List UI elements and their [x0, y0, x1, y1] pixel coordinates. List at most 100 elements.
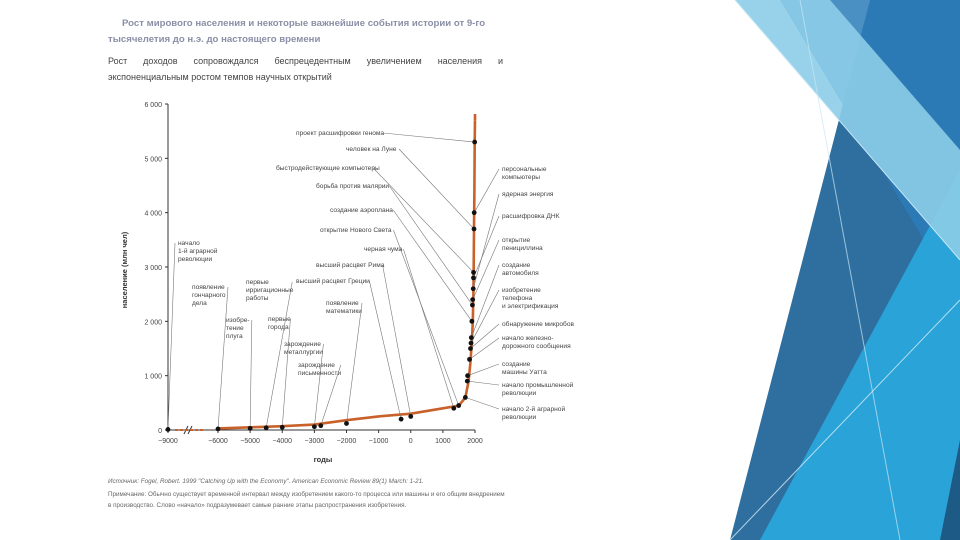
annotation-label: начало промышленной революции [502, 381, 574, 397]
annotation-leader [398, 148, 475, 230]
event-point [470, 286, 476, 292]
page-title: Рост мирового населения и некоторые важн… [108, 18, 486, 45]
event-point [462, 395, 468, 400]
annotation-label: появление гончарного дела [192, 284, 226, 307]
event-point [469, 318, 475, 324]
annotation-label: персональные компьютеры [502, 166, 547, 181]
deco-triangle-corner [940, 440, 960, 540]
y-tick-label: 4 000 [144, 211, 162, 218]
series-population [175, 114, 477, 431]
event-point [470, 297, 476, 302]
annotation-label: ядерная энергия [502, 191, 554, 198]
annotation-leader [249, 319, 253, 429]
annotation-label: проект расшифровки генома [296, 130, 384, 137]
x-tick-label: 0 [409, 438, 413, 445]
annotation-label: человек на Луне [346, 146, 397, 153]
annotation-leader [403, 248, 455, 409]
x-tick-label: −1000 [369, 438, 389, 445]
source-note: Источник: Fogel, Robert. 1999 "Catching … [108, 478, 424, 485]
annotation-leader [393, 229, 459, 406]
event-point [468, 346, 473, 351]
event-point [408, 414, 414, 419]
annotation-leader [389, 185, 473, 306]
y-tick-label: 0 [158, 428, 162, 435]
annotation-leader [217, 286, 229, 429]
x-tick-labels: −9000 −6000 −5000 −4000 −3000 −2000 −1000 0 1000… [158, 438, 483, 445]
annotation-label: открытие Нового Света [320, 227, 392, 234]
event-points [165, 139, 478, 432]
chart-axes [165, 103, 476, 435]
annotation-leader [281, 318, 291, 428]
x-axis-label: годы [314, 455, 333, 464]
y-tick-labels: 0 1 000 2 000 3 000 4 000 5 000 6 000 [144, 102, 162, 435]
event-point [344, 421, 349, 426]
remark-note: Примечание: Обычно существует временной … [108, 491, 505, 509]
annotation-leader [320, 364, 342, 426]
annotation-leader [467, 363, 500, 376]
event-point [263, 425, 269, 431]
annotation-label: создание машины Уатта [502, 361, 547, 376]
x-tick-label: −2000 [337, 438, 357, 445]
annotation-leader [470, 289, 500, 344]
annotation-label: обнаружение микробов [502, 320, 574, 328]
annotation-label: первые ирригационные работы [246, 279, 294, 302]
event-point [471, 270, 476, 275]
annotation-label: изобре-тение плуга [226, 316, 250, 340]
event-point [468, 340, 474, 346]
annotation-label: открытие пенициллина [502, 237, 543, 252]
event-point [215, 426, 221, 432]
annotation-label: начало 1-й аграрной революции [178, 240, 218, 263]
event-point [468, 335, 474, 341]
event-point [472, 139, 478, 145]
event-point [456, 403, 462, 408]
annotation-label: черная чума [364, 246, 403, 253]
event-point [165, 427, 171, 432]
y-tick-label: 6 000 [144, 102, 162, 109]
annotation-label: появление математики [326, 300, 362, 315]
event-point [465, 373, 470, 379]
annotation-leader [473, 215, 500, 278]
annotation-leader [470, 323, 500, 349]
annotation-leader-lines [167, 132, 500, 430]
annotation-label: первые города [268, 316, 291, 331]
annotation-label: высший расцвет Рима [316, 261, 385, 269]
annotation-label: начало железно-дорожного сообщения [502, 335, 571, 350]
x-tick-label: −4000 [272, 438, 292, 445]
event-point [471, 226, 477, 232]
annotation-leader [314, 343, 324, 427]
annotation-leader [465, 397, 500, 410]
x-tick-label: −5000 [240, 438, 260, 445]
annotation-leader [469, 337, 500, 360]
annotation-leader [369, 280, 402, 420]
annotation-labels: начало 1-й аграрной революции появление гонч… [178, 130, 574, 421]
annotation-leader [382, 264, 412, 417]
event-point [318, 423, 324, 429]
event-point [470, 302, 475, 308]
deco-line-3 [729, 299, 960, 540]
annotation-leader [265, 281, 293, 428]
annotation-label: изобретение телефона и электрификация [502, 286, 559, 310]
annotation-leader [167, 242, 176, 430]
event-point [464, 378, 470, 384]
annotation-label: создание автомобиля [502, 262, 539, 277]
deco-triangle-bottom [760, 170, 960, 540]
annotation-label: высший расцвет Греции [296, 277, 370, 285]
annotation-label: начало 2-й аграрной революции [502, 405, 565, 421]
annotation-leader [392, 209, 473, 322]
annotation-leader [382, 132, 475, 143]
annotation-label: борьба против малярии [316, 182, 389, 190]
annotation-label: создание аэроплана [330, 207, 393, 214]
annotation-label: быстродействующие компьютеры [276, 164, 380, 172]
y-tick-label: 2 000 [144, 319, 162, 326]
x-tick-label: −9000 [158, 438, 178, 445]
deco-line-2 [799, 0, 901, 540]
event-point [398, 416, 404, 422]
annotation-label: зарождение письменности [298, 362, 341, 377]
intro-text: Рост доходов сопровождался беспрецедентн… [108, 56, 503, 82]
x-tick-label: −3000 [305, 438, 325, 445]
event-point [311, 424, 317, 430]
event-point [471, 275, 476, 281]
